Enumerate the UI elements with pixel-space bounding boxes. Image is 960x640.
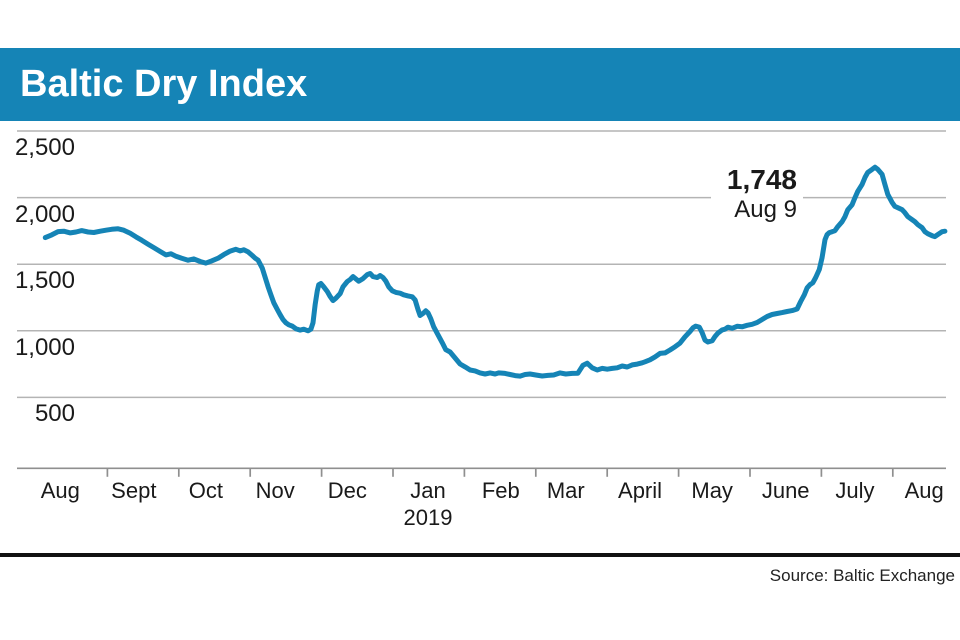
page-title: Baltic Dry Index [20, 63, 308, 105]
data-line-baltic-dry-index [42, 164, 948, 379]
source-label: Source: Baltic Exchange [769, 566, 955, 585]
annotation: 1,748 Aug 9 [710, 162, 803, 226]
footer-rule [0, 553, 960, 557]
annotation-date: Aug 9 [734, 196, 797, 223]
title-banner: Baltic Dry Index [0, 48, 960, 121]
annotation-value: 1,748 [726, 164, 797, 195]
